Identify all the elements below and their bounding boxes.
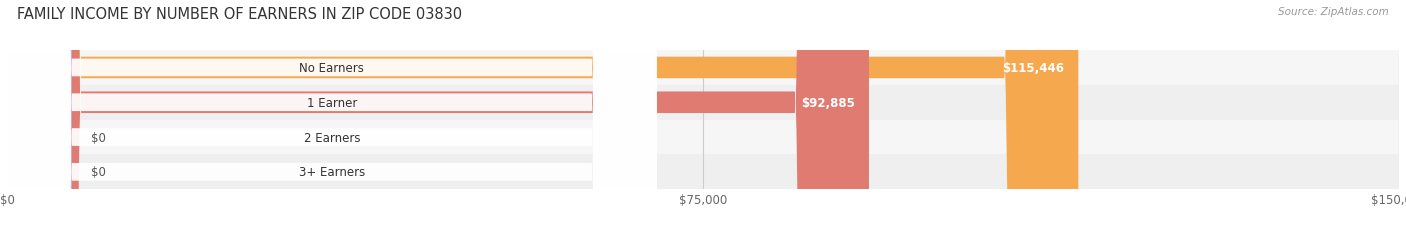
Bar — [7, 51, 1399, 85]
Text: $92,885: $92,885 — [801, 96, 855, 109]
FancyBboxPatch shape — [7, 0, 657, 231]
Bar — [7, 155, 1399, 189]
Text: 2 Earners: 2 Earners — [304, 131, 360, 144]
FancyBboxPatch shape — [7, 0, 657, 231]
Text: FAMILY INCOME BY NUMBER OF EARNERS IN ZIP CODE 03830: FAMILY INCOME BY NUMBER OF EARNERS IN ZI… — [17, 7, 463, 22]
Text: $0: $0 — [90, 131, 105, 144]
Text: Source: ZipAtlas.com: Source: ZipAtlas.com — [1278, 7, 1389, 17]
Text: $115,446: $115,446 — [1002, 62, 1064, 75]
Text: 3+ Earners: 3+ Earners — [298, 166, 366, 179]
FancyBboxPatch shape — [7, 0, 657, 231]
Bar — [7, 85, 1399, 120]
FancyBboxPatch shape — [7, 0, 1078, 231]
Text: 1 Earner: 1 Earner — [307, 96, 357, 109]
FancyBboxPatch shape — [7, 0, 869, 231]
Text: No Earners: No Earners — [299, 62, 364, 75]
FancyBboxPatch shape — [7, 0, 72, 231]
FancyBboxPatch shape — [7, 0, 72, 231]
FancyBboxPatch shape — [7, 0, 657, 231]
Text: $0: $0 — [90, 166, 105, 179]
Bar — [7, 120, 1399, 155]
